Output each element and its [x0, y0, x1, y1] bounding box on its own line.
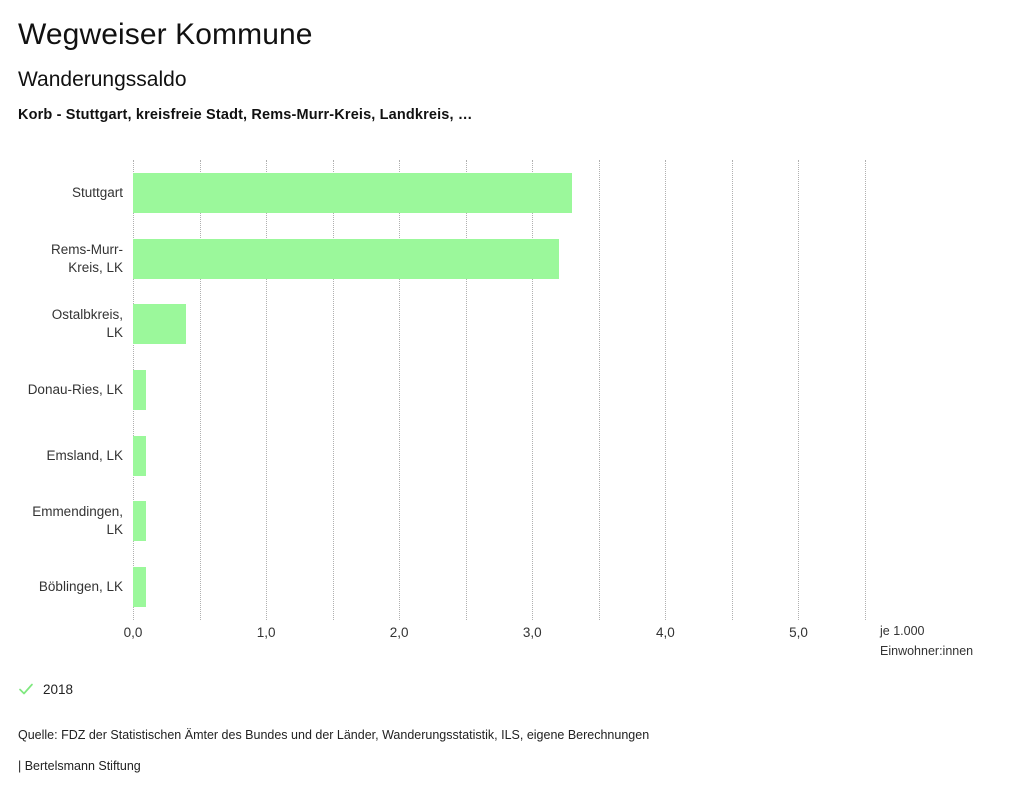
y-axis-label-line: LK — [106, 522, 123, 538]
bar-row — [133, 423, 865, 489]
bar-row — [133, 226, 865, 292]
y-axis-label-line: Rems-Murr- — [51, 241, 123, 257]
x-axis-tick-label: 4,0 — [655, 625, 675, 640]
y-axis-label: Emmendingen, LK — [0, 489, 123, 555]
check-icon — [18, 681, 34, 697]
source-note: Quelle: FDZ der Statistischen Ämter des … — [18, 728, 650, 742]
bar-chart: Stuttgart Rems-Murr- Kreis, LK Ostalbkreis,… — [0, 155, 1024, 658]
gridline — [865, 160, 866, 620]
bar-row — [133, 357, 865, 423]
y-axis-label-line: Böblingen, LK — [38, 579, 123, 595]
gridline — [399, 160, 401, 620]
y-axis-label-line: Donau-Ries, LK — [27, 381, 123, 397]
publisher-note: | Bertelsmann Stiftung — [18, 759, 141, 773]
chart-header: Wegweiser Kommune Wanderungssaldo Korb -… — [18, 0, 1008, 123]
bar[interactable] — [133, 238, 559, 279]
x-axis-tick-labels: 0,0 1,0 2,0 3,0 4,0 5,0 — [124, 625, 865, 649]
x-axis-tick-label: 0,0 — [123, 625, 143, 640]
gridline — [266, 160, 268, 620]
y-axis-label-line: Ostalbkreis, — [51, 307, 123, 323]
bar[interactable] — [133, 369, 147, 410]
legend-item-label: 2018 — [43, 681, 74, 697]
bar-row — [133, 291, 865, 357]
y-axis-label: Ostalbkreis, LK — [0, 291, 123, 357]
x-axis-tick-label: 5,0 — [789, 625, 808, 640]
axis-unit-line-2: Einwohner:innen — [880, 644, 974, 658]
bar[interactable] — [133, 304, 187, 345]
axis-unit-line-1: je 1.000 — [880, 624, 925, 638]
gridline — [731, 160, 733, 620]
y-axis-label: Donau-Ries, LK — [0, 357, 123, 423]
y-axis-label: Stuttgart — [0, 160, 123, 226]
gridline — [598, 160, 600, 620]
bar-rows — [133, 160, 865, 620]
indicator-title: Wanderungssaldo — [18, 68, 187, 91]
bar[interactable] — [133, 435, 147, 476]
gridline — [465, 160, 467, 620]
bar-row — [133, 489, 865, 555]
gridline — [199, 160, 201, 620]
x-axis-tick-label: 2,0 — [389, 625, 409, 640]
chart-footer: Quelle: FDZ der Statistischen Ämter des … — [18, 720, 1008, 782]
y-axis-label: Rems-Murr- Kreis, LK — [0, 226, 123, 292]
plot-area — [133, 160, 866, 620]
gridline — [798, 160, 800, 620]
y-axis-labels: Stuttgart Rems-Murr- Kreis, LK Ostalbkreis,… — [0, 160, 123, 620]
y-axis-label-line: Emsland, LK — [46, 447, 123, 463]
page-title: Wegweiser Kommune — [18, 18, 313, 51]
y-axis-label: Emsland, LK — [0, 423, 123, 489]
bar-row — [133, 160, 865, 226]
y-axis-label: Böblingen, LK — [0, 554, 123, 620]
y-axis-label-line: Emmendingen, — [32, 504, 123, 520]
bar-row — [133, 554, 865, 620]
x-axis-tick-label: 1,0 — [256, 625, 276, 640]
bar[interactable] — [133, 172, 573, 213]
y-axis-label-line: Kreis, LK — [68, 259, 123, 275]
gridline — [665, 160, 667, 620]
region-subtitle: Korb - Stuttgart, kreisfreie Stadt, Rems… — [18, 107, 473, 123]
y-axis-label-line: LK — [106, 325, 123, 341]
axis-unit-label: je 1.000 Einwohner:innen — [880, 621, 990, 661]
bar[interactable] — [133, 567, 147, 608]
gridline — [332, 160, 334, 620]
bar[interactable] — [133, 501, 147, 542]
y-axis-label-line: Stuttgart — [71, 184, 123, 200]
chart-legend[interactable]: 2018 — [18, 681, 73, 697]
gridline — [532, 160, 534, 620]
x-axis-tick-label: 3,0 — [522, 625, 542, 640]
